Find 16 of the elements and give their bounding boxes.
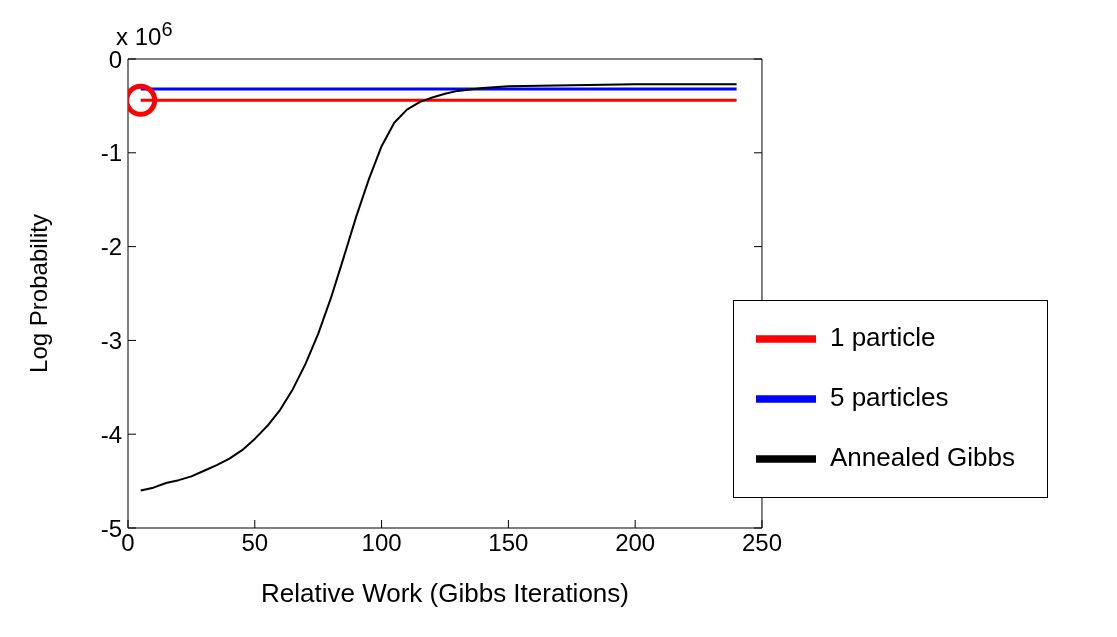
legend-label: Annealed Gibbs: [829, 441, 1015, 472]
x-tick-label: 250: [741, 529, 782, 557]
line-series: [139, 83, 738, 492]
y-tick-label: -3: [100, 326, 122, 354]
y-tick-label: -2: [100, 233, 122, 261]
x-tick-label: 50: [241, 529, 269, 557]
legend-label: 1 particle: [829, 321, 936, 352]
x-tick-label: 100: [361, 529, 402, 557]
x-axis-title: Relative Work (Gibbs Iterations): [260, 578, 629, 608]
y-tick-label: -5: [100, 514, 122, 542]
x-tick-label: 200: [615, 529, 656, 557]
legend-label: 5 particles: [829, 381, 949, 412]
y-tick-label: -1: [100, 139, 122, 167]
y-axis-title: Log Probability: [24, 214, 52, 373]
x-tick-label: 150: [488, 529, 529, 557]
y-tick-label: -4: [100, 420, 122, 448]
